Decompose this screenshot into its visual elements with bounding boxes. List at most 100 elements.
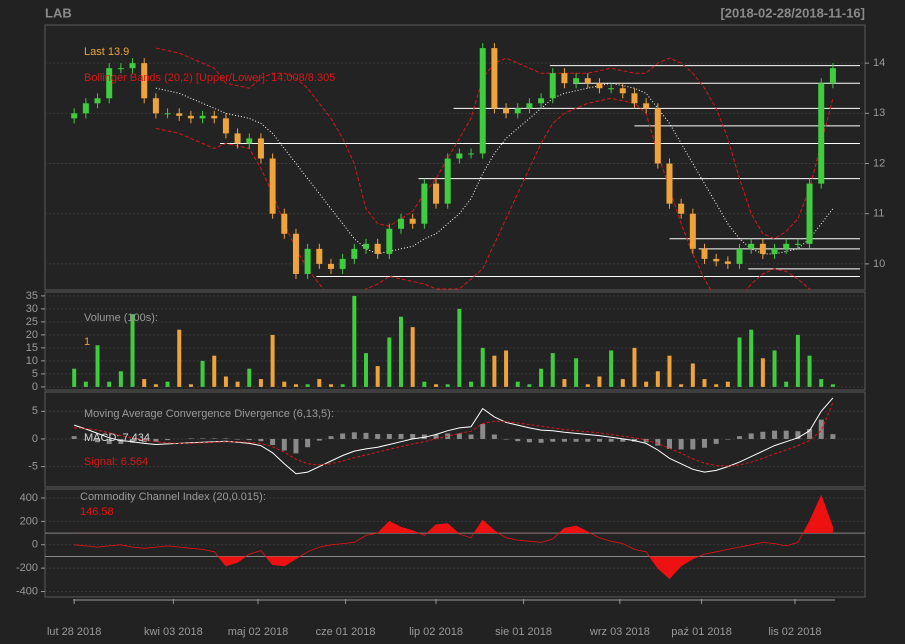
macd-histogram-bar: [398, 433, 404, 439]
panel-plot: [45, 494, 865, 593]
candle-body: [421, 183, 428, 224]
x-tick-label: lis 02 2018: [768, 626, 821, 638]
x-tick-label: maj 02 2018: [228, 626, 289, 638]
candle-body: [608, 88, 615, 90]
volume-bar: [422, 381, 427, 387]
candle-body: [222, 118, 229, 134]
volume-bar: [352, 295, 357, 387]
candle-body: [94, 98, 101, 104]
macd-histogram-bar: [95, 438, 101, 443]
panel-label: Moving Average Convergence Divergence (6…: [84, 408, 334, 420]
panel: [44, 291, 866, 391]
candle-body: [654, 108, 661, 164]
y-tick-label: 15: [26, 342, 38, 354]
candle-body: [71, 113, 78, 119]
candle-body: [526, 103, 533, 109]
candle-body: [304, 248, 311, 274]
candle-body: [164, 113, 171, 115]
macd-histogram-bar: [340, 433, 346, 439]
candle-body: [549, 73, 556, 99]
candle-body: [409, 218, 416, 224]
volume-bar: [340, 384, 345, 387]
candle-body: [281, 213, 288, 234]
volume-bar: [469, 381, 474, 387]
volume-bar: [527, 384, 532, 387]
candle-body: [759, 243, 766, 254]
candle-body: [806, 183, 813, 244]
macd-line: [74, 397, 834, 475]
y-tick-label: 200: [20, 515, 38, 527]
candle-body: [724, 261, 731, 264]
candle-body: [503, 108, 510, 114]
macd-histogram-bar: [737, 436, 743, 439]
volume-bar: [177, 329, 182, 387]
candle-body: [374, 243, 381, 254]
y-tick-label: 5: [32, 405, 38, 417]
panel-label: Commodity Channel Index (20,0.015):: [80, 491, 266, 503]
x-tick-label: paź 01 2018: [671, 626, 732, 638]
candle-body: [246, 138, 253, 144]
candle-body: [152, 98, 159, 114]
bb-lower: [155, 97, 811, 290]
macd-histogram-bar: [200, 438, 206, 439]
candle-body: [491, 48, 498, 109]
x-tick-label: kwi 03 2018: [144, 626, 203, 638]
x-tick-label: lut 28 2018: [47, 626, 101, 638]
y-tick-label: 0: [32, 539, 38, 551]
macd-histogram-bar: [678, 438, 684, 450]
candle-body: [199, 115, 206, 119]
volume-bar: [457, 308, 462, 387]
macd-histogram-bar: [410, 433, 416, 439]
macd-histogram-bar: [71, 436, 77, 439]
macd-histogram-bar: [293, 438, 299, 454]
volume-bar: [375, 366, 380, 387]
macd-histogram-bar: [526, 438, 532, 443]
volume-bar: [317, 379, 322, 387]
volume-bar: [212, 355, 217, 387]
macd-histogram-bar: [351, 432, 357, 439]
candle-body: [129, 63, 136, 69]
volume-bar: [504, 350, 509, 387]
panel-label: Bollinger Bands (20,2) [Upper/Lower]: 14…: [84, 72, 335, 84]
y-tick-label: 10: [873, 258, 885, 270]
volume-bar: [772, 350, 777, 387]
macd-histogram-bar: [702, 438, 708, 448]
macd-histogram-bar: [305, 438, 311, 448]
candle-body: [176, 113, 183, 116]
candle-body: [748, 243, 755, 249]
volume-bar: [200, 360, 205, 387]
candle-body: [211, 115, 218, 119]
volume-bar: [655, 371, 660, 387]
y-tick-label: -400: [16, 585, 38, 597]
macd-histogram-bar: [153, 438, 159, 442]
candle-body: [783, 243, 790, 249]
candle-body: [584, 78, 591, 84]
volume-bar: [702, 379, 707, 387]
panel-label: MACD: 7.434: [84, 432, 150, 444]
volume-bar: [399, 316, 404, 387]
y-tick-label: 12: [873, 157, 885, 169]
macd-histogram-bar: [328, 436, 334, 439]
volume-bar: [153, 384, 158, 387]
panel: [44, 488, 866, 598]
macd-histogram-bar: [538, 438, 544, 443]
volume-bar: [142, 379, 147, 387]
panel-label: Signal: 6.564: [84, 456, 148, 468]
candle-body: [316, 248, 323, 264]
macd-histogram-bar: [270, 438, 276, 446]
macd-histogram-bar: [375, 433, 381, 439]
volume-bar: [667, 355, 672, 387]
macd-histogram-bar: [748, 433, 754, 439]
candle-body: [736, 248, 743, 264]
macd-histogram-bar: [690, 438, 696, 450]
volume-bar: [130, 314, 135, 387]
volume-bar: [679, 384, 684, 387]
macd-histogram-bar: [83, 438, 89, 440]
date-range: [2018-02-28/2018-11-16]: [720, 5, 865, 20]
volume-bar: [188, 384, 193, 387]
candle-body: [433, 183, 440, 204]
volume-bar: [574, 358, 579, 387]
candle-body: [561, 73, 568, 84]
macd-histogram-bar: [725, 438, 731, 440]
volume-bar: [690, 363, 695, 387]
